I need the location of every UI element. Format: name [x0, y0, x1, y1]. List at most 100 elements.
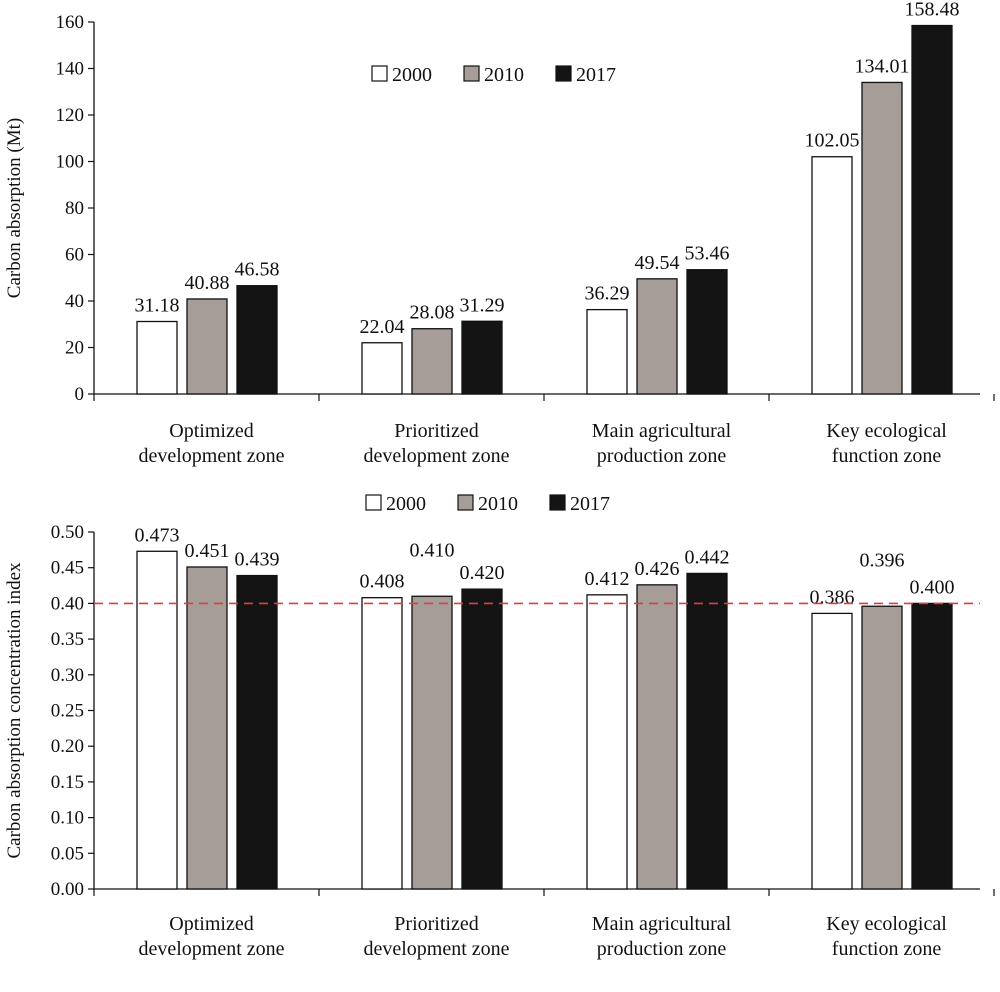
bar-2000: [586, 594, 628, 890]
y-tick-label: 160: [56, 12, 85, 33]
bar-2017: [461, 320, 503, 395]
legend-label: 2000: [386, 493, 426, 515]
data-label: 158.48: [905, 0, 960, 21]
legend-label: 2000: [392, 64, 432, 86]
bar-2010: [186, 566, 228, 890]
y-tick-label: 0.45: [51, 558, 84, 579]
legend-swatch-2017: [549, 494, 566, 511]
chart-2: 0.00 0.05 0.10 0.15 0.20 0.25 0.30 0.35 0.40 0.45…: [4, 493, 995, 960]
y-tick-label: 120: [56, 105, 85, 126]
bar-2010: [861, 605, 903, 890]
bar-2000: [361, 342, 403, 395]
legend-swatch-2010: [463, 65, 480, 82]
y-tick-label: 0: [75, 384, 85, 405]
category-label: Prioritized: [394, 913, 478, 935]
category-label: production zone: [597, 938, 727, 960]
category-label: production zone: [597, 445, 727, 467]
bar-2010: [186, 298, 228, 395]
y-tick-label: 0.15: [51, 772, 84, 793]
data-label: 0.439: [235, 549, 280, 571]
chart-1: 0 20 40 60 80 100 120 140 160 Carbon absorption (…: [4, 0, 995, 467]
category-label: Optimized: [169, 420, 253, 442]
y-tick-label: 20: [65, 338, 84, 359]
legend-swatch-2017: [555, 65, 572, 82]
category-label: development zone: [138, 445, 284, 467]
bar-2000: [811, 156, 853, 395]
bar-2000: [586, 308, 628, 395]
data-label: 0.442: [685, 546, 730, 568]
data-label: 28.08: [410, 302, 455, 324]
data-label: 0.426: [635, 558, 680, 580]
legend-label: 2010: [478, 493, 518, 515]
y-axis-title: Carbon absorption (Mt): [4, 118, 25, 298]
category-label: Main agricultural: [592, 913, 732, 935]
data-label: 31.18: [135, 295, 180, 317]
category-label: Prioritized: [394, 420, 478, 442]
bar-2010: [411, 328, 453, 395]
data-label: 0.412: [585, 568, 630, 590]
bar-2010: [411, 595, 453, 890]
data-label: 46.58: [235, 259, 280, 281]
data-label: 0.420: [460, 562, 505, 584]
category-label: Optimized: [169, 913, 253, 935]
data-label: 0.396: [860, 549, 905, 571]
data-label: 0.451: [185, 540, 230, 562]
legend: 2000 2010 2017: [365, 493, 610, 515]
legend-label: 2010: [484, 64, 524, 86]
y-axis-title: Carbon absorption concentration index: [4, 562, 25, 859]
bar-2017: [911, 602, 953, 890]
data-label: 0.473: [135, 524, 180, 546]
category-label: function zone: [832, 445, 942, 467]
y-tick-label: 0.20: [51, 736, 84, 757]
category-label: Key ecological: [826, 913, 947, 935]
y-tick-label: 40: [65, 291, 84, 312]
legend: 2000 2010 2017: [371, 64, 616, 86]
category-label: development zone: [363, 445, 509, 467]
bar-2000: [361, 597, 403, 890]
bar-2000: [136, 320, 178, 395]
legend-label: 2017: [576, 64, 616, 86]
y-tick-label: 80: [65, 198, 84, 219]
legend-swatch-2010: [457, 494, 474, 511]
y-tick-label: 0.05: [51, 843, 84, 864]
y-tick-label: 0.50: [51, 522, 84, 543]
data-label: 53.46: [685, 243, 730, 265]
y-tick-label: 0.00: [51, 879, 84, 900]
category-label: development zone: [138, 938, 284, 960]
category-label: development zone: [363, 938, 509, 960]
data-label: 31.29: [460, 294, 505, 316]
bar-2017: [461, 588, 503, 890]
category-label: Key ecological: [826, 420, 947, 442]
data-label: 0.386: [810, 586, 855, 608]
bar-2017: [686, 269, 728, 395]
data-label: 134.01: [855, 55, 910, 77]
legend-swatch-2000: [371, 65, 388, 82]
bar-2010: [636, 278, 678, 395]
bar-2017: [911, 24, 953, 395]
bar-2017: [686, 572, 728, 890]
y-tick-label: 0.35: [51, 629, 84, 650]
data-label: 102.05: [805, 130, 860, 152]
bar-2017: [236, 285, 278, 395]
data-label: 22.04: [360, 316, 405, 338]
y-tick-label: 100: [56, 152, 85, 173]
y-tick-label: 0.10: [51, 808, 84, 829]
bar-2010: [861, 81, 903, 395]
y-tick-label: 0.40: [51, 593, 84, 614]
y-tick-label: 0.30: [51, 665, 84, 686]
legend-label: 2017: [570, 493, 610, 515]
data-label: 49.54: [635, 252, 680, 274]
data-label: 0.400: [910, 576, 955, 598]
bar-2017: [236, 574, 278, 890]
bar-2000: [136, 550, 178, 890]
category-label: Main agricultural: [592, 420, 732, 442]
data-label: 36.29: [585, 283, 630, 305]
legend-swatch-2000: [365, 494, 382, 511]
y-tick-label: 140: [56, 59, 85, 80]
y-tick-label: 0.25: [51, 701, 84, 722]
category-label: function zone: [832, 938, 942, 960]
y-tick-label: 60: [65, 245, 84, 266]
bar-2000: [811, 612, 853, 890]
